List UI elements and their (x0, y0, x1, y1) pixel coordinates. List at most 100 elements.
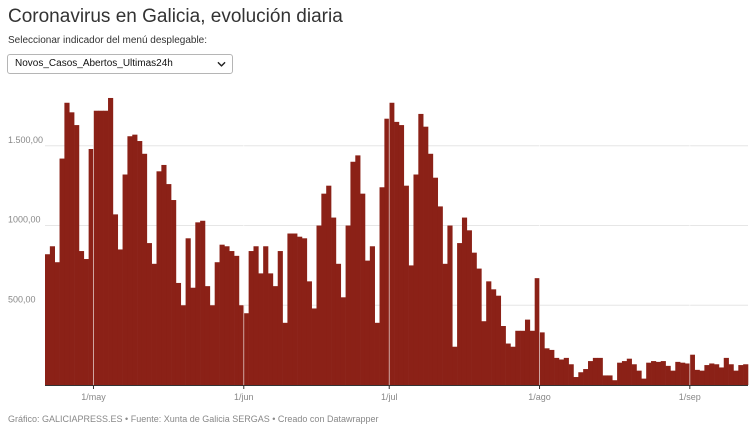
bar (612, 380, 618, 385)
bar (282, 322, 288, 385)
y-tick-label: 1.500,00 (8, 135, 43, 145)
bar (350, 161, 356, 385)
chart-footer-credits: Gráfico: GALICIAPRESS.ES • Fuente: Xunta… (8, 414, 379, 424)
y-tick-label: 500,00 (8, 294, 36, 304)
x-tick-label: 1/jul (381, 392, 398, 402)
bar (728, 364, 734, 385)
bar (156, 171, 162, 385)
bar (272, 286, 279, 385)
bar (718, 367, 725, 385)
bar (466, 230, 472, 385)
bar (631, 364, 637, 385)
bar (214, 262, 220, 385)
bar (680, 362, 686, 385)
bar (137, 141, 143, 385)
bar (292, 233, 298, 385)
bar (670, 370, 676, 385)
bar (694, 369, 700, 385)
bar (127, 136, 133, 385)
bar (345, 225, 351, 385)
bar (379, 187, 385, 385)
x-tick-label: 1/jun (234, 392, 254, 402)
bar (331, 217, 337, 385)
bar (185, 238, 191, 385)
bar (621, 361, 628, 385)
bar (452, 346, 458, 385)
bar (413, 174, 419, 385)
y-tick-label: 1000,00 (8, 215, 41, 225)
bar (122, 174, 128, 385)
bar (738, 365, 744, 385)
bar (219, 244, 225, 385)
bar (510, 346, 516, 385)
indicator-dropdown[interactable]: Novos_Casos_Abertos_Ultimas24h (7, 54, 233, 74)
indicator-dropdown-value: Novos_Casos_Abertos_Ultimas24h (15, 58, 173, 69)
bar (190, 287, 196, 385)
bar (112, 214, 119, 385)
bar (733, 370, 739, 385)
bar (369, 246, 375, 385)
bar (568, 364, 574, 385)
bar (486, 281, 492, 385)
bar (495, 295, 502, 385)
bar (539, 332, 545, 385)
bar (83, 259, 89, 385)
bar (617, 362, 623, 385)
bar (641, 378, 647, 385)
bar (515, 330, 521, 385)
bar (200, 220, 206, 385)
bar (171, 200, 177, 385)
bar (306, 281, 312, 385)
bar (321, 193, 327, 385)
bar (93, 110, 99, 385)
bar (704, 365, 710, 385)
bar (447, 225, 453, 385)
bar (714, 364, 720, 385)
bar (476, 268, 482, 385)
bar (268, 273, 274, 385)
bar (297, 236, 303, 385)
bar (311, 308, 317, 385)
bar (243, 313, 249, 385)
chevron-down-icon (217, 61, 226, 67)
bar (646, 362, 652, 385)
bar-series (45, 97, 749, 386)
bar (544, 348, 550, 385)
x-tick-label: 1/ago (528, 392, 551, 402)
bar (301, 238, 308, 385)
bar (573, 377, 579, 385)
bar (234, 255, 240, 385)
bar (117, 249, 123, 385)
bar (394, 121, 400, 385)
dropdown-instruction: Seleccionar indicador del menú desplegab… (8, 35, 208, 46)
bar (277, 251, 283, 385)
bar (88, 149, 94, 385)
bar (224, 246, 230, 385)
bar (146, 243, 152, 385)
bar (258, 273, 264, 385)
bar (74, 125, 80, 385)
bar (602, 375, 608, 385)
bar (253, 246, 259, 385)
bar (364, 260, 371, 385)
bar (384, 118, 390, 385)
bar (180, 305, 186, 385)
bar (442, 263, 448, 385)
bar (481, 321, 487, 385)
bar (684, 363, 691, 385)
x-axis: 1/may 1/jun 1/jul 1/ago 1/sep (45, 100, 748, 402)
bar (651, 361, 657, 385)
bar (423, 126, 429, 386)
bar (578, 372, 584, 385)
bar (326, 185, 332, 385)
bar (675, 361, 681, 385)
bar (457, 243, 463, 385)
bar (743, 364, 749, 385)
bar (491, 289, 497, 385)
bar (316, 225, 322, 385)
bar (248, 251, 254, 385)
bar (563, 357, 569, 385)
bar (59, 158, 65, 385)
bar (49, 246, 55, 385)
